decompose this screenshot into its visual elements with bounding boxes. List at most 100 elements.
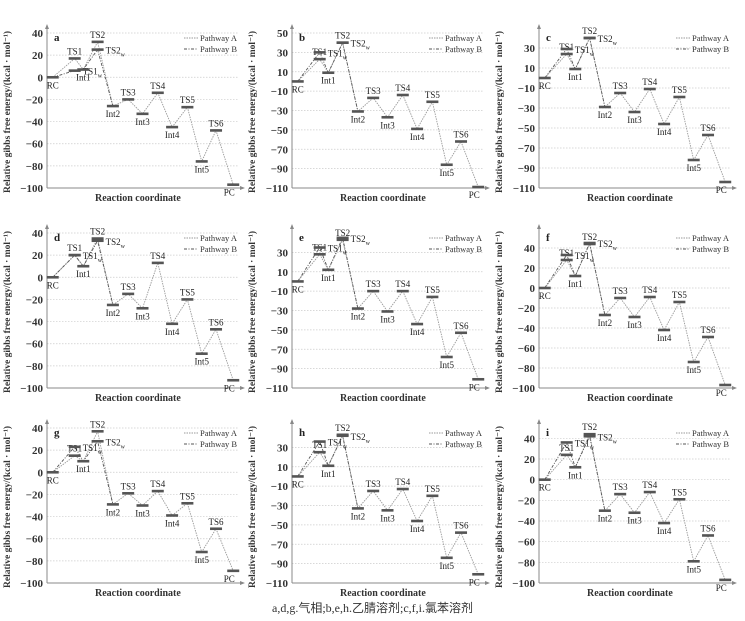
y-tick-label: 20 [32,445,44,457]
level-label-TS2w: TS2w [598,432,618,445]
legend-label: Pathway A [200,33,238,43]
level-label-TS4: TS4 [150,81,166,91]
level-label-TS6: TS6 [701,123,717,133]
energy-level-PC [719,578,732,582]
energy-level-Int3 [136,306,149,310]
level-label-TS4: TS4 [395,279,411,289]
level-label-TS2w: TS2w [598,34,618,47]
chart-c: 30 10 −10 −30 −50 −70 −90 −110 c Pathway APathway… [513,24,737,195]
level-label-Int5: Int5 [439,168,454,178]
x-axis-label: Reaction coordinate [340,393,426,404]
subscript: w [366,46,371,52]
level-label-TS1w: TS1w [328,244,348,257]
energy-level-TS1 [68,454,81,457]
y-tick-label: −60 [26,339,44,351]
y-tick-label: −50 [518,123,536,135]
level-label-TS5: TS5 [672,85,688,95]
level-label-Int2: Int2 [106,308,121,318]
y-axis-label: Relative gibbs free energy/(kcal · mol⁻¹… [248,230,258,393]
legend-label: Pathway A [200,233,238,243]
energy-level-TS6 [702,133,715,137]
subscript: w [121,53,126,59]
energy-level-TS2w [91,439,104,443]
level-label-Int2: Int2 [351,312,366,322]
y-tick-label: −20 [518,495,536,507]
level-label-TS6: TS6 [209,317,225,327]
x-axis-label: Reaction coordinate [95,588,181,599]
energy-level-TS5 [426,100,439,104]
y-tick-label: 0 [530,475,536,487]
level-label-Int2: Int2 [106,507,121,517]
level-label-Int4: Int4 [410,327,425,337]
energy-level-RC [46,75,59,79]
level-label-TS2: TS2 [582,232,597,242]
subscript: w [613,41,618,47]
legend-label: Pathway B [692,439,729,449]
energy-level-TS4 [643,295,656,299]
energy-level-TS4 [396,487,409,491]
y-tick-label: −40 [26,512,44,524]
level-label-TS1: TS1 [559,443,574,453]
energy-level-TS1w [560,441,573,444]
energy-level-TS4 [396,289,409,293]
energy-level-TS3 [122,292,135,296]
level-label-TS3: TS3 [121,282,137,292]
energy-level-TS5 [181,105,194,109]
y-tick-label: 10 [277,462,289,474]
level-label-RC: RC [539,81,551,91]
subscript: w [613,439,618,445]
y-tick-label: −70 [271,144,289,156]
y-tick-label: −20 [518,303,536,315]
legend-label: Pathway A [200,428,238,438]
chart-b: 50 30 10 −10 −30 −50 −70 −90 −110 b Pathway APathw… [266,24,490,200]
y-tick-label: −90 [271,164,289,176]
level-label-TS1: TS1 [312,440,327,450]
level-label-Int2: Int2 [106,109,121,119]
energy-level-Int5 [195,160,208,163]
energy-level-PC [719,383,732,387]
energy-level-Int2 [351,110,364,113]
energy-level-Int5 [195,550,208,554]
panel-f: 40 20 0 −20 −40 −60 −80 −100 f Pathway A Pathway B… [492,200,740,404]
y-tick-label: −30 [518,103,536,115]
energy-level-Int4 [658,521,671,525]
y-tick-label: −10 [271,481,289,493]
level-label-Int3: Int3 [135,311,150,321]
x-axis-arrow-icon [240,186,245,190]
level-label-Int1: Int1 [321,76,336,86]
y-tick-label: −100 [512,383,535,395]
energy-level-TS3 [614,91,627,95]
energy-level-Int4 [411,322,424,326]
legend-label: Pathway B [200,244,237,254]
x-axis-arrow-icon [485,186,490,190]
panel-d: 40 20 0 −20 −40 −60 −80 −100 d Pathway A Pathway B… [0,200,248,404]
energy-level-Int5 [195,352,208,355]
level-label-PC: PC [469,382,480,392]
legend-label: Pathway B [692,44,729,54]
y-tick-label: 30 [277,47,289,59]
energy-level-Int2 [106,303,119,307]
level-label-TS4: TS4 [395,477,411,487]
subscript: w [590,445,595,451]
level-label-TS6: TS6 [454,321,470,331]
energy-level-Int5 [440,163,453,167]
chart-e: 30 10 −10 −30 −50 −70 −90 −110 e Pathway APathway… [266,224,490,395]
energy-level-Int4 [166,125,179,129]
level-label-Int2: Int2 [351,114,366,124]
y-tick-label: 40 [524,433,536,445]
level-label-TS3: TS3 [121,87,137,97]
legend-label: Pathway B [200,439,237,449]
level-label-TS6: TS6 [454,521,470,531]
y-axis-arrow-icon [290,24,294,29]
level-label-TS2: TS2 [335,228,350,238]
level-label-Int3: Int3 [380,120,395,130]
level-label-TS5: TS5 [425,484,441,494]
pathway-a-line [297,238,479,380]
y-axis-arrow-icon [45,419,49,424]
level-label-TS3: TS3 [613,482,629,492]
level-label-TS4: TS4 [642,480,658,490]
level-label-TS4: TS4 [642,77,658,87]
level-label-Int3: Int3 [627,516,642,526]
